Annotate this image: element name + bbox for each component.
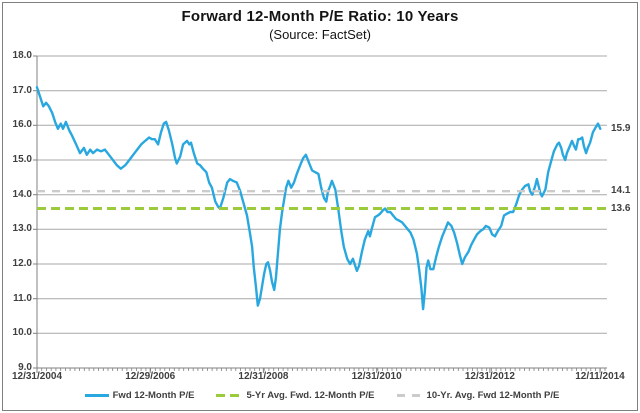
y-axis-tick-label: 10.0 <box>12 327 32 339</box>
chart-title: Forward 12-Month P/E Ratio: 10 Years <box>181 8 459 25</box>
legend-item-fwd-pe: Fwd 12-Month P/E <box>84 390 195 401</box>
y-axis-tick-label: 14.0 <box>12 188 32 200</box>
series-value-label: 15.9 <box>611 122 631 134</box>
series-value-label: 14.1 <box>611 185 631 197</box>
x-axis-tick-label: 12/31/2008 <box>238 371 289 382</box>
legend-item-5yr-avg: 5-Yr Avg. Fwd. 12-Month P/E <box>216 390 375 401</box>
y-axis-tick-label: 15.0 <box>12 154 32 165</box>
y-axis-tick-label: 9.0 <box>18 362 32 373</box>
blue-line-swatch-icon <box>84 394 109 397</box>
y-axis-tick-label: 16.0 <box>12 119 32 131</box>
legend-label: 5-Yr Avg. Fwd. 12-Month P/E <box>246 390 375 401</box>
series-value-label: 13.6 <box>611 202 631 214</box>
y-axis-tick-label: 18.0 <box>12 50 32 61</box>
x-axis-tick-label: 12/31/2012 <box>464 371 515 382</box>
y-axis-tick-label: 12.0 <box>12 258 32 269</box>
x-axis-tick-label: 12/31/2010 <box>351 371 402 382</box>
y-axis-tick-label: 13.0 <box>12 223 32 235</box>
legend-label: Fwd 12-Month P/E <box>112 390 195 401</box>
x-axis-tick-label: 12/11/2014 <box>575 371 625 382</box>
chart-subtitle: (Source: FactSet) <box>269 27 371 42</box>
gray-dash-swatch-icon <box>396 394 423 397</box>
chart-legend: Fwd 12-Month P/E 5-Yr Avg. Fwd. 12-Month… <box>37 390 607 401</box>
x-axis-tick-label: 12/31/2004 <box>11 371 63 382</box>
legend-label: 10-Yr. Avg. Fwd 12-Month P/E <box>426 390 560 401</box>
y-axis-tick-label: 11.0 <box>13 292 32 304</box>
legend-item-10yr-avg: 10-Yr. Avg. Fwd 12-Month P/E <box>396 390 560 401</box>
y-axis-tick-label: 17.0 <box>12 84 32 96</box>
green-dash-swatch-icon <box>216 394 243 397</box>
x-axis-tick-label: 12/29/2006 <box>125 371 176 382</box>
